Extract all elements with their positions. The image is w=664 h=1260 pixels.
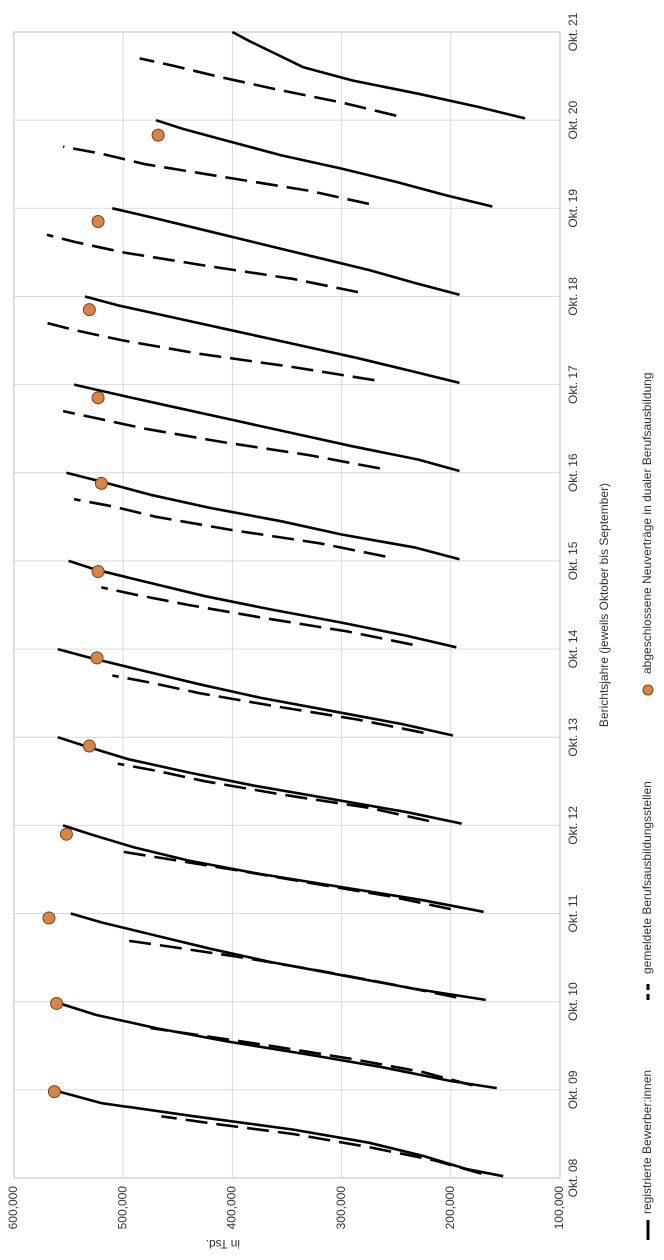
category-tick-label: Okt. 08 (566, 1158, 580, 1197)
places-line-segment (117, 762, 430, 823)
contract-marker (82, 303, 96, 317)
category-tick-label: Okt. 20 (566, 100, 580, 139)
places-line-segment (122, 850, 452, 911)
legend-label: registrierte Bewerber:innen (640, 1070, 654, 1214)
legend-swatch-marker (642, 684, 654, 696)
category-tick-label: Okt. 18 (566, 277, 580, 316)
applicants-line-segment (231, 30, 526, 120)
places-line-segment (46, 233, 359, 294)
contract-marker (59, 827, 73, 841)
places-line-segment (73, 497, 386, 558)
category-tick-label: Okt. 16 (566, 453, 580, 492)
plot-border (13, 31, 561, 1179)
value-tick-label: 100,000 (552, 1186, 566, 1230)
category-tick-label: Okt. 21 (566, 12, 580, 51)
applicants-line-segment (112, 207, 460, 296)
category-tick-label: Okt. 12 (566, 806, 580, 845)
contract-marker (50, 996, 64, 1010)
places-line-segment (139, 57, 397, 117)
contract-marker (151, 128, 165, 142)
value-axis-title: in Tsd. (206, 1237, 240, 1251)
plot-frame (13, 31, 561, 1179)
category-tick-label: Okt. 14 (566, 629, 580, 668)
contract-marker (94, 476, 108, 490)
category-tick-label: Okt. 17 (566, 365, 580, 404)
contract-markers (42, 128, 165, 1099)
legend-label: abgeschlossene Neuverträge in dualer Ber… (640, 372, 654, 674)
contract-marker (90, 651, 104, 665)
category-tick-label: Okt. 19 (566, 189, 580, 228)
value-tick-label: 400,000 (225, 1186, 239, 1230)
places-line-segment (101, 586, 413, 646)
places-line-segment (112, 674, 424, 735)
contract-marker (82, 739, 96, 753)
places-line-segment (62, 145, 370, 206)
legend-entry-applicants: registrierte Bewerber:innen (640, 1070, 654, 1240)
category-tick-label: Okt. 11 (566, 894, 580, 932)
axes: 100,000 200,000 300,000 400,000 500,000 600,0… (6, 12, 611, 1250)
places-line-segment (150, 1026, 473, 1087)
places-line-segment (161, 1115, 482, 1175)
places-line-segment (123, 938, 457, 999)
applicants-line-segment (70, 912, 486, 1002)
value-tick-label: 500,000 (115, 1186, 129, 1230)
category-tick-label: Okt. 15 (566, 541, 580, 580)
applicants-line-segment (54, 1000, 497, 1090)
value-tick-label: 300,000 (334, 1186, 348, 1230)
applicants-line-segment (51, 1088, 504, 1178)
category-tick-label: Okt. 09 (566, 1070, 580, 1109)
value-tick-label: 600,000 (6, 1186, 20, 1230)
applicants-line-segment (68, 559, 457, 649)
contract-marker (91, 565, 105, 579)
places-line-segment (46, 321, 375, 382)
applicants-line-segment (66, 471, 460, 561)
legend-entry-contracts: abgeschlossene Neuverträge in dualer Ber… (640, 372, 654, 696)
legend: registrierte Bewerber:innen gemeldete Ber… (640, 372, 654, 1240)
contract-marker (47, 1085, 61, 1099)
contract-marker (91, 391, 105, 405)
applicants-line-segment (84, 295, 460, 385)
category-tick-label: Okt. 13 (566, 718, 580, 757)
category-axis-title: Berichtsjahre (jeweils Oktober bis Septe… (597, 483, 611, 727)
applicants-line-segment (73, 383, 460, 473)
places-line-segment (62, 409, 381, 470)
legend-entry-places: gemeldete Berufsausbildungsstellen (640, 781, 654, 1000)
value-tick-label: 200,000 (443, 1186, 457, 1230)
contract-marker (42, 911, 56, 925)
category-tick-label: Okt. 10 (566, 982, 580, 1021)
contract-marker (91, 215, 105, 229)
applicants-line-segment (155, 118, 493, 208)
legend-label: gemeldete Berufsausbildungsstellen (640, 781, 654, 974)
